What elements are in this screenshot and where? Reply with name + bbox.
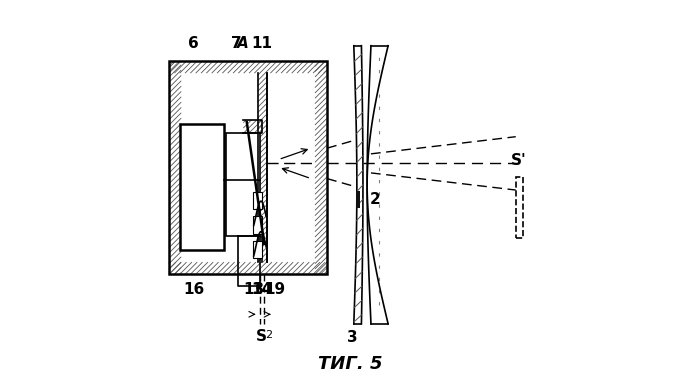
Bar bbox=[226, 133, 260, 236]
Text: A: A bbox=[237, 37, 248, 51]
Text: S': S' bbox=[511, 153, 527, 168]
Bar bbox=[253, 192, 262, 209]
Text: 7: 7 bbox=[231, 37, 241, 51]
Text: ΤИГ. 5: ΤИГ. 5 bbox=[318, 355, 382, 373]
Bar bbox=[253, 241, 262, 258]
Text: 19: 19 bbox=[264, 282, 285, 297]
Bar bbox=[181, 124, 224, 250]
Text: 16: 16 bbox=[183, 282, 204, 297]
Text: 14: 14 bbox=[252, 282, 273, 297]
Bar bbox=[356, 190, 360, 208]
Bar bbox=[169, 61, 327, 274]
Bar bbox=[253, 216, 262, 234]
Bar bbox=[516, 177, 523, 238]
Text: 2: 2 bbox=[370, 192, 381, 207]
Text: 3: 3 bbox=[346, 330, 357, 344]
Text: 2: 2 bbox=[265, 330, 273, 339]
Text: $\mathbf{S}$: $\mathbf{S}$ bbox=[256, 328, 267, 344]
Text: 13: 13 bbox=[243, 282, 265, 297]
Text: 6: 6 bbox=[188, 37, 199, 51]
Text: 11: 11 bbox=[252, 37, 273, 51]
